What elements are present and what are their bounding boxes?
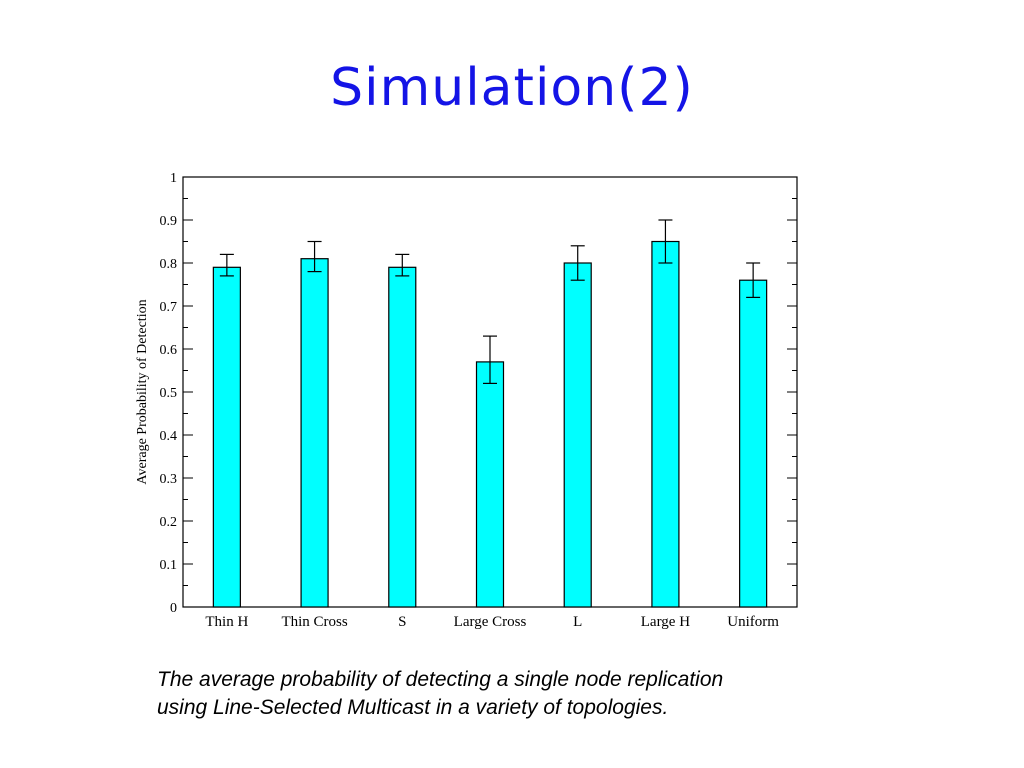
bars [212,240,768,608]
y-tick-label: 0.8 [160,257,178,272]
bar [563,262,592,608]
y-tick-label: 0 [170,601,177,616]
bar-chart: 00.10.20.30.40.50.60.70.80.91 Thin H Thin… [135,171,798,630]
bar [212,266,241,608]
y-axis: 0 0.1 0.2 0.3 0.4 0.5 0.6 0.7 0.8 0.9 1 [160,171,797,616]
y-tick-label: 0.5 [160,386,178,401]
y-tick-label: 0.9 [160,214,178,229]
y-tick-label: 1 [170,171,177,186]
x-tick-label: Thin H [205,614,248,630]
x-tick-label: L [573,614,582,630]
x-tick-label: Large H [641,614,690,630]
bar [651,240,680,608]
y-tick-label: 0.4 [160,429,178,444]
x-axis: Thin H Thin Cross S Large Cross L Large H Unif… [205,614,779,630]
bar [388,266,417,608]
error-bars [219,219,761,384]
y-tick-label: 0.6 [160,343,178,358]
caption: The average probability of detecting a s… [157,666,917,722]
bar [300,258,329,608]
x-tick-label: Uniform [727,614,779,630]
caption-line-1: The average probability of detecting a s… [157,668,724,691]
caption-line-2: using Line-Selected Multicast in a varie… [157,696,669,719]
y-axis-label: Average Probability of Detection [135,299,150,484]
bar [739,279,768,608]
slide-title: Simulation(2) [330,58,694,118]
y-tick-label: 0.2 [160,515,178,530]
bar [475,361,505,608]
y-tick-label: 0.1 [160,558,178,573]
x-tick-label: S [398,614,406,630]
y-tick-label: 0.7 [160,300,178,315]
x-tick-label: Large Cross [454,614,527,630]
y-tick-label: 0.3 [160,472,178,487]
x-tick-label: Thin Cross [281,614,347,630]
